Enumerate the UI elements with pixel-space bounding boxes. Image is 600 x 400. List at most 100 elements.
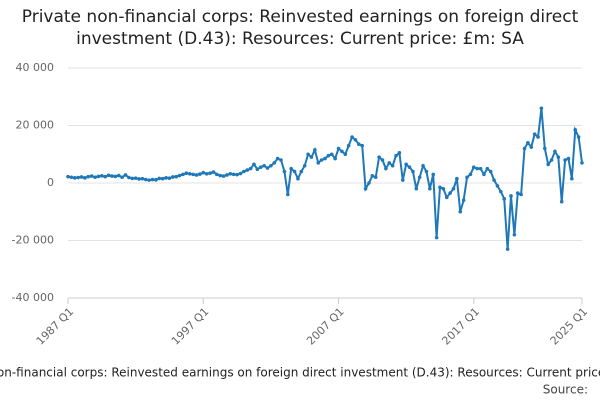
point <box>313 148 317 152</box>
point <box>329 152 334 157</box>
point <box>171 175 175 179</box>
point <box>343 152 348 157</box>
point <box>536 135 540 139</box>
point <box>519 192 523 197</box>
point <box>292 169 297 174</box>
point <box>262 163 266 168</box>
point <box>336 146 341 151</box>
point <box>160 176 165 181</box>
point <box>302 163 307 168</box>
point <box>377 155 381 159</box>
point <box>69 175 74 180</box>
point <box>495 184 500 188</box>
source-label: Source: <box>543 383 588 397</box>
point <box>411 169 415 174</box>
point <box>275 156 280 161</box>
point <box>576 135 581 139</box>
point <box>417 175 422 180</box>
point <box>532 132 537 136</box>
point <box>475 166 479 171</box>
point <box>505 247 510 251</box>
y-tick-label: 20 000 <box>16 119 55 132</box>
point <box>559 199 564 204</box>
point <box>123 173 128 177</box>
x-tick-label: 1997 Q1 <box>169 305 212 348</box>
y-tick-label: -40 000 <box>12 291 54 304</box>
point <box>86 174 91 179</box>
point <box>566 156 571 161</box>
point <box>299 169 304 174</box>
point <box>387 161 392 165</box>
point <box>367 181 371 185</box>
x-tick-label: 2017 Q1 <box>439 305 482 348</box>
point <box>204 172 209 176</box>
point <box>245 168 250 172</box>
point <box>282 169 287 174</box>
point <box>363 186 368 191</box>
point <box>140 176 145 181</box>
point <box>157 176 162 181</box>
point <box>211 170 216 174</box>
point <box>150 177 155 182</box>
point <box>89 174 94 178</box>
point <box>451 186 456 191</box>
point <box>218 173 222 178</box>
point <box>248 166 253 171</box>
point <box>526 140 530 145</box>
point <box>235 172 239 177</box>
point <box>79 175 84 179</box>
point <box>137 177 141 181</box>
point <box>465 175 469 180</box>
point <box>353 138 358 142</box>
x-tick-label: 1987 Q1 <box>34 305 77 348</box>
point <box>269 163 273 168</box>
point <box>370 174 375 178</box>
point <box>556 155 561 159</box>
x-tick-label: 2007 Q1 <box>304 305 347 348</box>
point <box>214 172 219 177</box>
point <box>346 143 351 148</box>
point <box>488 169 493 174</box>
point <box>258 165 263 169</box>
point <box>225 173 229 177</box>
point <box>455 176 459 181</box>
point <box>164 176 168 180</box>
point <box>113 174 118 179</box>
legend-entry: Private non-financial corps: Reinvested … <box>0 366 600 380</box>
point <box>570 176 574 181</box>
point <box>296 176 300 181</box>
point <box>390 163 395 168</box>
point <box>194 173 199 177</box>
point <box>198 172 202 176</box>
point <box>539 106 544 111</box>
point <box>238 171 243 176</box>
point <box>509 194 513 198</box>
point <box>441 186 446 191</box>
point <box>127 175 131 180</box>
point <box>130 176 135 181</box>
point <box>444 195 449 200</box>
point <box>316 161 321 165</box>
point <box>309 155 314 159</box>
point <box>471 165 476 169</box>
point <box>340 149 344 154</box>
point <box>326 153 331 158</box>
point <box>350 135 354 139</box>
point <box>543 146 547 151</box>
point <box>174 174 179 179</box>
point <box>502 197 507 201</box>
point <box>181 172 185 177</box>
point <box>110 174 114 178</box>
y-tick-label: 40 000 <box>16 61 55 74</box>
point <box>279 158 283 162</box>
point <box>143 177 148 182</box>
point <box>147 178 151 182</box>
point <box>549 158 554 162</box>
point <box>187 172 192 176</box>
point <box>100 174 104 178</box>
point <box>407 165 412 169</box>
point <box>272 161 277 165</box>
point <box>580 161 584 165</box>
point <box>421 163 425 168</box>
